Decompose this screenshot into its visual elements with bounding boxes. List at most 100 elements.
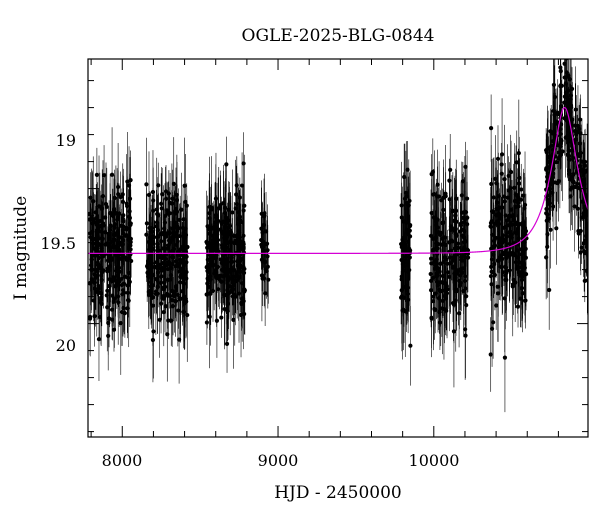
model-curve [88, 106, 588, 254]
data-point [548, 227, 553, 232]
data-point [115, 215, 120, 220]
data-point [235, 216, 240, 221]
data-point [224, 241, 229, 246]
data-point [106, 235, 111, 241]
data-point [166, 259, 171, 265]
data-point [502, 355, 508, 360]
data-point [489, 282, 494, 287]
data-point [222, 306, 227, 312]
data-point [513, 220, 519, 225]
data-point [565, 100, 570, 105]
data-point [442, 288, 447, 293]
data-point [104, 204, 109, 209]
data-point [262, 276, 267, 281]
data-point [457, 283, 463, 288]
data-point [106, 316, 112, 321]
data-point [451, 264, 456, 269]
data-point [183, 298, 189, 304]
data-point [90, 237, 95, 242]
data-point [265, 264, 270, 269]
data-point [220, 245, 225, 251]
data-point [94, 289, 99, 294]
data-point [259, 237, 264, 243]
data-point [180, 225, 186, 231]
data-point [152, 235, 157, 240]
data-point [160, 192, 165, 197]
data-point [126, 298, 131, 303]
data-point [160, 261, 165, 266]
data-point [101, 173, 107, 178]
data-point [550, 190, 555, 195]
data-point [110, 293, 115, 298]
chart-title: OGLE-2025-BLG-0844 [242, 26, 435, 46]
y-tick-label-19: 19 [56, 131, 76, 150]
data-point [266, 277, 271, 282]
data-point [241, 245, 246, 250]
data-point [205, 224, 210, 229]
data-point [221, 262, 226, 268]
data-point [508, 169, 514, 175]
data-point [230, 286, 235, 292]
data-point [118, 321, 123, 326]
data-point [563, 135, 568, 140]
data-point [122, 311, 127, 316]
data-point [125, 204, 130, 209]
data-point [569, 185, 574, 190]
data-point [489, 126, 494, 131]
data-point [406, 268, 411, 273]
data-point [144, 221, 149, 226]
data-point [501, 194, 507, 199]
data-point [568, 194, 573, 199]
data-point [204, 292, 209, 297]
data-point [491, 270, 496, 275]
data-point [523, 298, 528, 303]
data-point [263, 229, 269, 234]
data-point [264, 269, 269, 274]
data-point [514, 192, 519, 198]
data-point [460, 270, 465, 275]
data-point [453, 226, 458, 232]
data-point [111, 327, 117, 332]
data-point [174, 192, 179, 197]
data-point [489, 181, 494, 187]
data-point [154, 224, 159, 229]
data-point [512, 185, 517, 190]
data-point [445, 270, 451, 275]
y-tick-label-20: 20 [56, 336, 76, 355]
data-point [450, 258, 455, 264]
data-point [92, 220, 97, 225]
data-point [178, 257, 183, 262]
y-tick-label-19-5: 19.5 [40, 234, 76, 253]
data-point [214, 318, 220, 323]
data-point [230, 210, 235, 215]
data-point [163, 189, 169, 194]
data-point [506, 223, 511, 228]
data-point [404, 220, 409, 225]
data-point [117, 269, 122, 274]
data-point [432, 236, 437, 241]
data-point [547, 287, 552, 293]
data-point [405, 230, 410, 235]
data-point [405, 287, 410, 293]
data-point [184, 254, 189, 259]
data-point [261, 248, 266, 254]
data-point [109, 172, 115, 177]
data-point [440, 236, 445, 241]
data-point [152, 264, 157, 270]
data-point [404, 194, 409, 199]
data-point [463, 333, 468, 338]
data-point [178, 280, 183, 285]
data-point [433, 307, 438, 313]
data-point [495, 284, 500, 289]
data-point [521, 223, 526, 228]
data-point [176, 308, 181, 313]
data-point [408, 222, 413, 228]
data-point [560, 149, 565, 154]
data-point [165, 208, 170, 213]
data-point [509, 222, 515, 227]
data-point [560, 6, 564, 10]
data-point [156, 183, 161, 188]
data-point [559, 83, 565, 88]
data-point [458, 229, 463, 234]
